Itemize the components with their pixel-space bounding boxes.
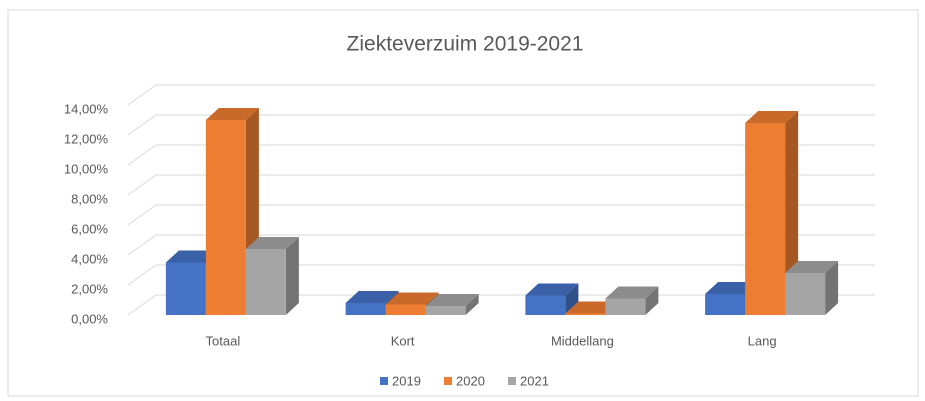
legend-label: 2021 bbox=[520, 373, 549, 388]
bar-side bbox=[465, 294, 479, 315]
y-tick-label: 8,00% bbox=[71, 191, 108, 206]
bar bbox=[385, 304, 426, 315]
grid-line bbox=[127, 84, 875, 106]
y-tick-label: 4,00% bbox=[71, 251, 108, 266]
bar-top bbox=[205, 108, 259, 120]
y-tick-label: 0,00% bbox=[71, 311, 108, 326]
bar-side bbox=[825, 261, 839, 315]
bar-top bbox=[785, 261, 839, 273]
legend-swatch bbox=[444, 377, 452, 385]
bar-top bbox=[245, 237, 299, 249]
grid-line bbox=[127, 174, 875, 196]
bar-top bbox=[565, 301, 619, 314]
bar bbox=[245, 249, 286, 315]
bar-top bbox=[425, 294, 479, 306]
bar-top bbox=[525, 283, 579, 296]
bar bbox=[745, 123, 786, 315]
bar bbox=[345, 303, 386, 315]
grid-line bbox=[127, 234, 875, 256]
bar bbox=[565, 313, 606, 315]
bar bbox=[705, 294, 746, 315]
x-tick-label: Lang bbox=[748, 333, 777, 348]
bar bbox=[525, 295, 566, 315]
bar-top bbox=[605, 286, 659, 299]
y-tick-label: 12,00% bbox=[64, 131, 109, 146]
legend-swatch bbox=[508, 377, 516, 385]
grid-line bbox=[127, 144, 875, 166]
bar-side bbox=[565, 283, 579, 315]
y-tick-label: 2,00% bbox=[71, 281, 108, 296]
bar bbox=[605, 298, 646, 315]
y-tick-label: 14,00% bbox=[64, 101, 109, 116]
bar-top bbox=[345, 291, 399, 303]
bar-side bbox=[645, 286, 659, 315]
bar bbox=[205, 120, 246, 315]
x-tick-label: Middellang bbox=[551, 333, 614, 348]
bar bbox=[785, 273, 826, 315]
grid-line bbox=[127, 204, 875, 226]
chart-title: Ziekteverzuim 2019-2021 bbox=[347, 33, 584, 56]
bar bbox=[425, 306, 466, 315]
y-tick-label: 10,00% bbox=[64, 161, 109, 176]
bar-top bbox=[705, 282, 759, 294]
bar-top bbox=[745, 111, 799, 123]
bar-top bbox=[385, 292, 439, 305]
x-tick-label: Kort bbox=[391, 333, 415, 348]
grid-line bbox=[127, 114, 875, 136]
bar bbox=[165, 262, 206, 315]
legend-label: 2020 bbox=[456, 373, 485, 388]
grid-line bbox=[127, 264, 875, 286]
bar-side bbox=[285, 237, 299, 315]
legend-label: 2019 bbox=[392, 373, 421, 388]
x-tick-label: Totaal bbox=[206, 333, 241, 348]
bar-top bbox=[165, 250, 219, 263]
y-tick-label: 6,00% bbox=[71, 221, 108, 236]
legend-swatch bbox=[380, 377, 388, 385]
